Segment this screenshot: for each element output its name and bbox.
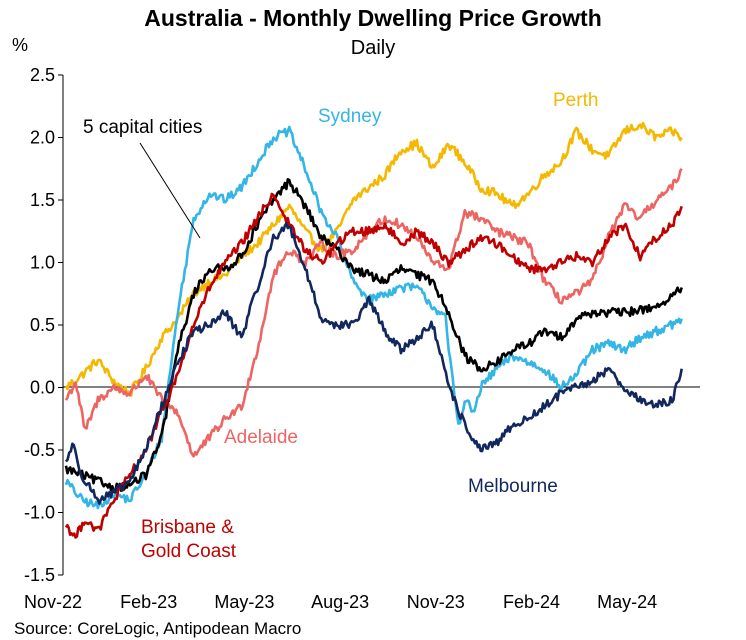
series-line-sydney [64,125,683,510]
y-tick-label: -1.5 [24,565,55,585]
x-tick-label: May-23 [214,592,274,612]
series-line-melbourne [64,222,683,505]
y-tick-label: 0.5 [30,315,55,335]
y-tick-label: 1.0 [30,253,55,273]
label-perth: Perth [553,90,598,111]
x-tick-label: Feb-23 [120,592,177,612]
label-adelaide: Adelaide [224,427,298,448]
y-tick-label: 1.5 [30,190,55,210]
series-lines [64,121,683,539]
source-note: Source: CoreLogic, Antipodean Macro [14,619,301,638]
x-tick-label: May-24 [597,592,657,612]
y-tick-label: 2.0 [30,128,55,148]
chart-title: Australia - Monthly Dwelling Price Growt… [144,5,602,31]
label-sydney: Sydney [318,106,382,127]
label-brisbane-line2: Gold Coast [141,541,237,562]
x-tick-label: Nov-22 [24,592,82,612]
y-tick-label: 2.5 [30,65,55,85]
y-tick-label: -0.5 [24,440,55,460]
label-brisbane-line1: Brisbane & [141,517,234,538]
x-tick-label: Feb-24 [503,592,560,612]
chart-subtitle: Daily [351,37,395,59]
series-line-perth [64,121,683,397]
x-tick-label: Aug-23 [311,592,369,612]
y-tick-label: 0.0 [30,378,55,398]
x-axis-ticks: Nov-22 Feb-23 May-23 Aug-23 Nov-23 Feb-24 May-… [24,592,657,612]
y-axis-unit-label: % [12,35,28,55]
y-tick-label: -1.0 [24,503,55,523]
series-line-brisbane-gold-coast [64,192,683,539]
capital-cities-pointer-line [139,142,201,239]
y-axis-ticks: 2.5 2.0 1.5 1.0 0.5 0.0 -0.5 -1.0 -1.5 [24,65,63,585]
label-5-capital-cities: 5 capital cities [83,117,202,138]
x-tick-label: Nov-23 [407,592,465,612]
label-melbourne: Melbourne [468,476,558,497]
